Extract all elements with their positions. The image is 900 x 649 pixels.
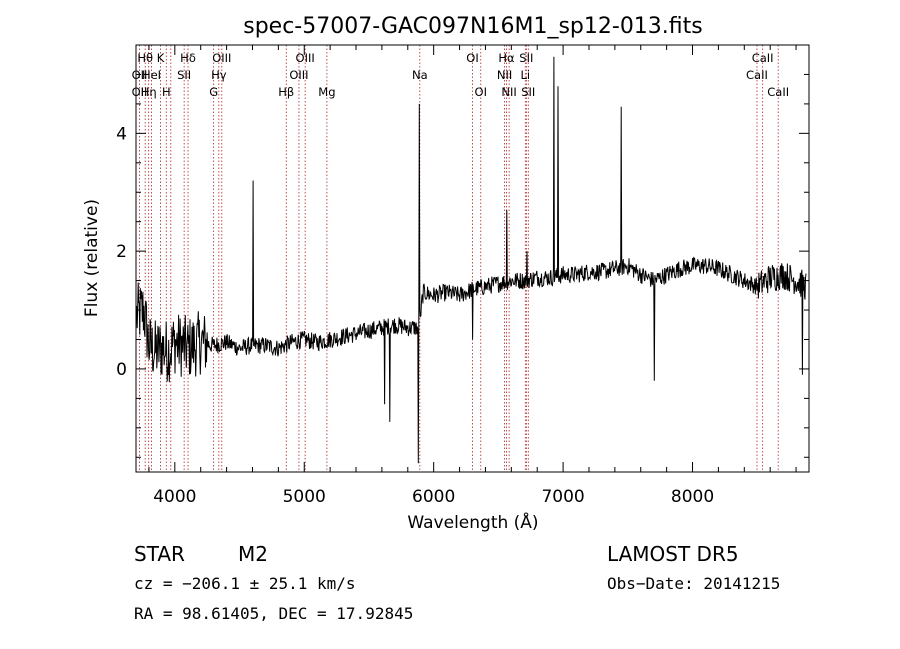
y-axis-label: Flux (relative) xyxy=(82,199,102,317)
y-axis: 0 2 4 xyxy=(116,44,809,458)
line-label-16-0: Na xyxy=(412,68,428,82)
line-label-26-0: CaII xyxy=(752,51,774,65)
line-label-4-0: K xyxy=(157,51,165,65)
x-axis-label: Wavelength (Å) xyxy=(407,511,538,533)
line-label-12-0: Hβ xyxy=(278,85,294,99)
spectrum-line xyxy=(136,56,807,464)
line-label-10-0: Hγ xyxy=(211,68,227,82)
y-tick-label: 4 xyxy=(116,124,127,144)
x-tick-label: 4000 xyxy=(153,487,196,507)
line-label-3-0: HeI xyxy=(142,68,161,82)
line-label-21-0: NII xyxy=(501,85,516,99)
line-label-27-0: CaII xyxy=(767,85,789,99)
spectrum-series xyxy=(136,56,807,464)
line-label-18-0: OI xyxy=(475,85,487,99)
line-label-25-0: CaII xyxy=(746,68,768,82)
line-label-24-0: SII xyxy=(521,85,535,99)
y-tick-label: 0 xyxy=(116,360,127,380)
emission-line-labels: OIIOIIHθHηHeIKHSIIHδGHγOIIIHβOIIIOIIIMgN… xyxy=(132,51,790,99)
line-label-17-0: OI xyxy=(466,51,478,65)
line-label-15-0: Mg xyxy=(318,85,335,99)
line-label-23-0: SII xyxy=(519,51,533,65)
line-label-2-0: Hη xyxy=(141,85,157,99)
line-label-5-0: H xyxy=(162,85,171,99)
chart-title: spec-57007-GAC097N16M1_sp12-013.fits xyxy=(243,14,703,39)
line-label-20-0: Hα xyxy=(498,51,515,65)
survey-name: LAMOST DR5 xyxy=(607,542,739,566)
line-label-8-0: Hδ xyxy=(180,51,196,65)
x-tick-label: 5000 xyxy=(283,487,326,507)
line-label-19-0: NII xyxy=(497,68,512,82)
line-label-1-0: Hθ xyxy=(137,51,153,65)
x-tick-label: 8000 xyxy=(671,487,714,507)
line-label-22-0: Li xyxy=(520,68,530,82)
line-label-9-0: G xyxy=(209,85,218,99)
line-label-11-0: OIII xyxy=(212,51,231,65)
x-tick-label: 7000 xyxy=(541,487,584,507)
x-tick-label: 6000 xyxy=(412,487,455,507)
object-class: STAR xyxy=(134,542,185,566)
coordinates: RA = 98.61405, DEC = 17.92845 xyxy=(134,604,413,623)
object-subclass: M2 xyxy=(238,542,268,566)
redshift-velocity: cz = −206.1 ± 25.1 km/s xyxy=(134,574,356,593)
y-tick-label: 2 xyxy=(116,242,127,262)
x-axis: 4000 5000 6000 7000 8000 xyxy=(148,45,797,507)
emission-line-markers xyxy=(139,45,779,472)
line-label-7-0: SII xyxy=(177,68,191,82)
observation-date: Obs−Date: 20141215 xyxy=(607,574,780,593)
line-label-14-0: OIII xyxy=(296,51,315,65)
line-label-13-0: OIII xyxy=(289,68,308,82)
plot-frame xyxy=(135,44,810,473)
